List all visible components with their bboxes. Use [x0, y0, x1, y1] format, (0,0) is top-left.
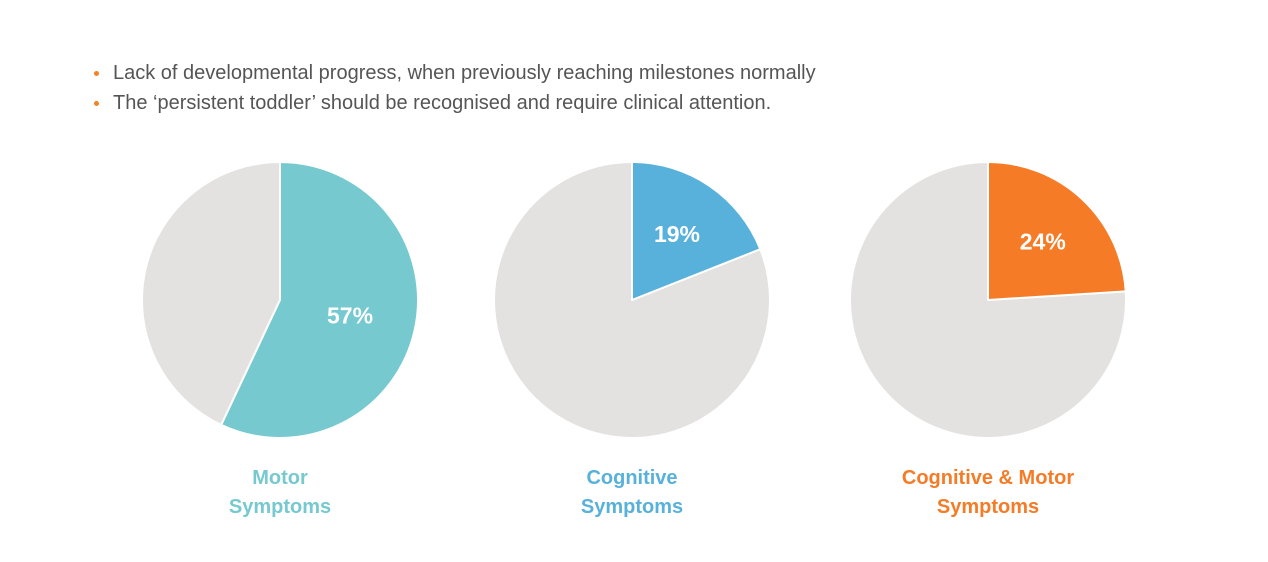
chart-category-label: Motor: [252, 467, 308, 489]
chart-category-label: Symptoms: [937, 496, 1039, 518]
bullet-dot-icon: [94, 101, 99, 106]
bullet-list: Lack of developmental progress, when pre…: [92, 58, 816, 118]
pie-slice-value: [631, 161, 762, 301]
bullet-item: Lack of developmental progress, when pre…: [92, 58, 816, 88]
pie-slice-remainder: [849, 161, 1127, 439]
pie-value-label: 19%: [654, 221, 700, 247]
chart-category-label: Cognitive & Motor: [902, 467, 1074, 489]
pie-slice-value: [220, 161, 419, 439]
pie-slice-remainder: [141, 161, 281, 426]
bullet-dot-icon: [94, 71, 99, 76]
pie-value-label: 57%: [327, 303, 373, 329]
chart-category-label: Cognitive: [586, 467, 677, 489]
bullet-text: The ‘persistent toddler’ should be recog…: [113, 92, 772, 114]
chart-category-label: Symptoms: [581, 496, 683, 518]
pie-slice-value: [987, 161, 1127, 301]
bullet-item: The ‘persistent toddler’ should be recog…: [92, 88, 816, 118]
bullet-text: Lack of developmental progress, when pre…: [113, 62, 816, 84]
pie-value-label: 24%: [1020, 229, 1066, 255]
chart-category-label: Symptoms: [229, 496, 331, 518]
